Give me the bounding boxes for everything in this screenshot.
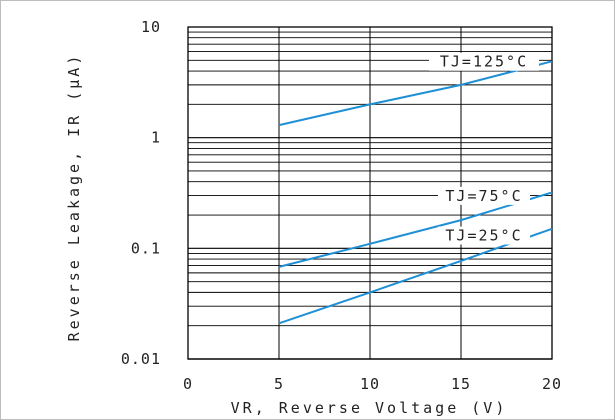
y-tick-label: 0.1 [131, 239, 161, 257]
grid [187, 26, 553, 360]
x-tick-label: 10 [360, 375, 380, 393]
series-label: TJ=75°C [445, 187, 522, 205]
series-line [278, 60, 553, 127]
y-axis-label: Reverse Leakage, IR (μA) [65, 53, 83, 342]
x-tick-label: 15 [451, 375, 471, 393]
y-tick-label: 10 [141, 18, 161, 36]
series-label-background [429, 52, 539, 71]
x-axis-label: VR, Reverse Voltage (V) [231, 399, 508, 417]
x-tick-label: 20 [542, 375, 562, 393]
series-line [278, 191, 553, 268]
series-label: TJ=125°C [440, 53, 528, 71]
series-group [278, 60, 553, 325]
series-labels: TJ=125°C TJ=75°C TJ=25°C [429, 52, 539, 245]
x-tick-label: 5 [274, 375, 284, 393]
series-label-background [438, 186, 530, 205]
series-label: TJ=25°C [445, 227, 522, 245]
x-tick-label: 0 [183, 375, 193, 393]
y-tick-label: 0.01 [121, 350, 161, 368]
tick-labels: 0 5 10 15 20 0.01 0.1 1 10 [121, 18, 562, 393]
y-tick-label: 1 [151, 129, 161, 147]
series-label-background [438, 226, 530, 245]
series-line [278, 227, 553, 325]
